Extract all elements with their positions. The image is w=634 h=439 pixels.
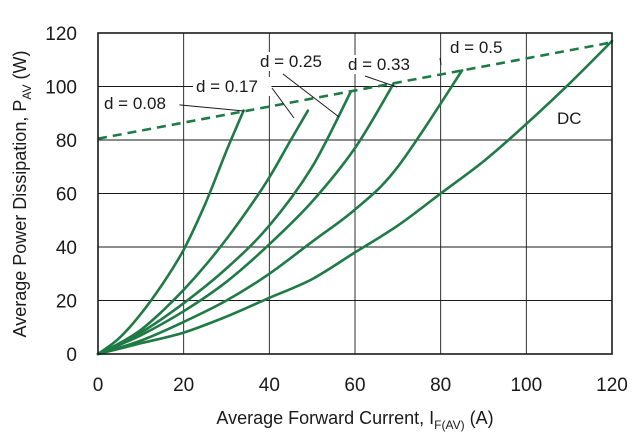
annotation-leader (169, 103, 245, 112)
annotation-label: d = 0.17 (196, 77, 258, 96)
annotation-background (101, 94, 180, 113)
y-tick-label: 80 (56, 131, 77, 152)
series-lines (96, 39, 614, 356)
x-tick-label: 120 (596, 375, 628, 396)
x-tick-label: 20 (173, 375, 194, 396)
y-tick-label: 20 (56, 292, 77, 313)
annotation-label: d = 0.25 (260, 52, 322, 71)
annotation-label: d = 0.5 (450, 38, 502, 57)
series-line-1 (96, 109, 310, 356)
max-envelope-line (97, 41, 613, 140)
series-line-0 (96, 109, 245, 356)
curve-annotations: d = 0.08 d = 0.17d = 0.25 d = 0.33 d = 0.5 D… (101, 38, 582, 128)
y-tick-label: 0 (66, 345, 77, 366)
annotation-label: d = 0.33 (348, 55, 410, 74)
x-tick-labels: 0 20 40 60 80 100 120 (93, 375, 628, 396)
annotation-label: d = 0.08 (104, 94, 166, 113)
y-tick-label: 120 (45, 24, 77, 45)
annotation-background (193, 77, 272, 96)
annotation-leader (271, 87, 295, 119)
annotation-label: DC (557, 109, 582, 128)
plot-frame (97, 32, 613, 355)
x-tick-label: 0 (93, 375, 104, 396)
series-line-4 (96, 69, 464, 356)
annotation-background (345, 55, 424, 74)
x-tick-label: 40 (259, 375, 280, 396)
series-line-5 (96, 39, 614, 356)
annotation-leader (364, 75, 398, 88)
x-axis-label: Average Forward Current, IF(AV) (A) (216, 408, 493, 432)
series-line-2 (96, 90, 352, 356)
annotation-leader (439, 57, 442, 66)
envelope-line (97, 41, 613, 140)
x-tick-label: 80 (430, 375, 451, 396)
x-tick-label: 100 (510, 375, 542, 396)
y-tick-label: 40 (56, 238, 77, 259)
series-line-3 (96, 82, 395, 356)
grid (98, 33, 612, 354)
y-tick-label: 100 (45, 78, 77, 99)
annotation-background (447, 38, 517, 57)
y-tick-label: 60 (56, 185, 77, 206)
annotation-leader (282, 73, 340, 118)
x-tick-label: 60 (344, 375, 365, 396)
annotation-background (554, 109, 580, 128)
y-tick-labels: 0 20 40 60 80 100 120 (45, 24, 77, 366)
y-axis-label: Average Power Dissipation, PAV (W) (10, 51, 34, 338)
annotation-background (257, 52, 336, 71)
